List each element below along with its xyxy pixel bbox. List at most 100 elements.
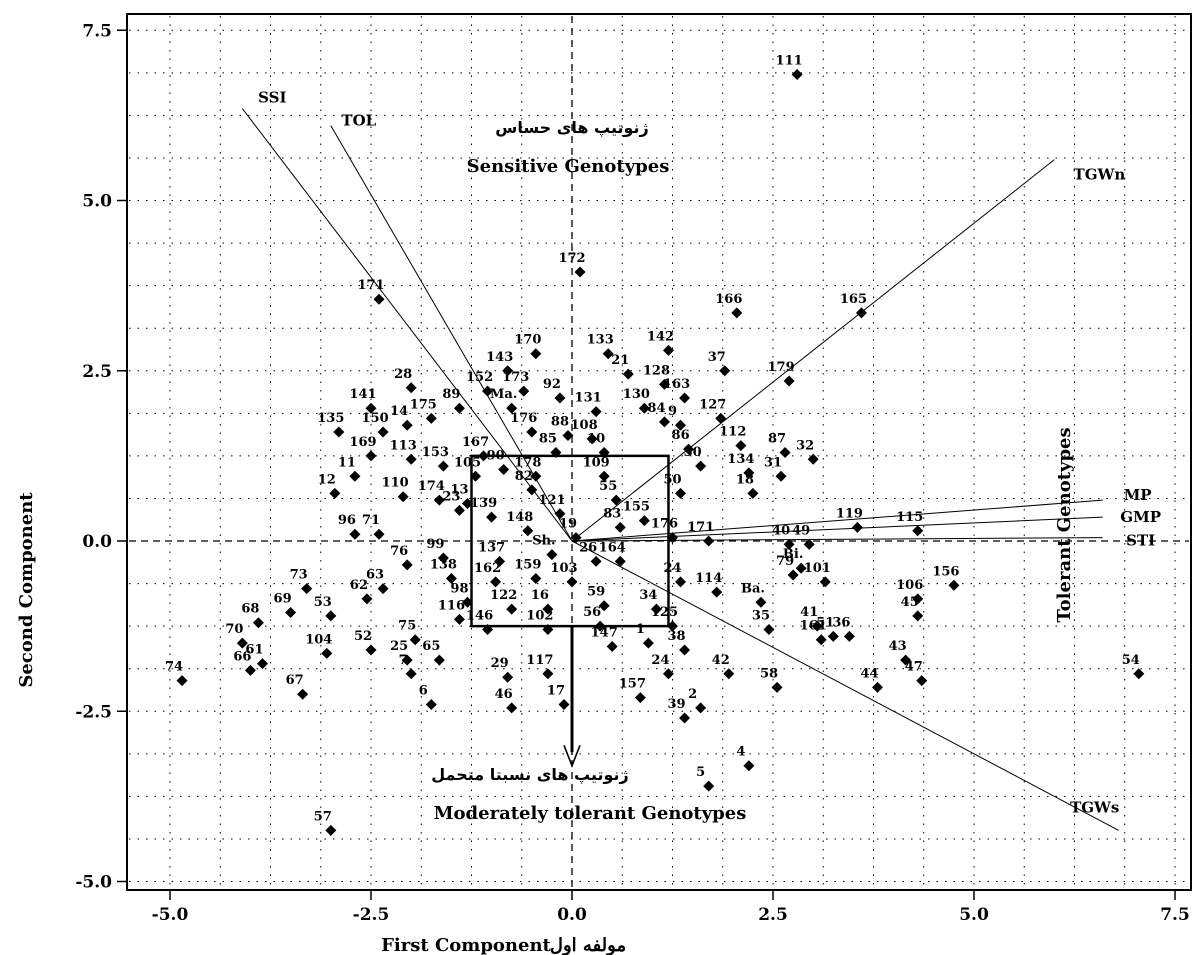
point-label: 53: [314, 595, 332, 610]
point-label: 105: [454, 455, 481, 470]
data-point: [329, 487, 341, 499]
data-point: [437, 460, 449, 472]
data-point: [662, 668, 674, 680]
data-point: [409, 634, 421, 646]
data-point: [554, 392, 566, 404]
point-label: 117: [526, 653, 553, 668]
point-label: 50: [663, 472, 681, 487]
sensitive-label-fa: ژنوتیپ های حساس: [495, 118, 649, 138]
point-label: Bi.: [783, 547, 803, 562]
data-point: [662, 344, 674, 356]
data-point: [453, 402, 465, 414]
point-label: 108: [571, 418, 598, 433]
data-point: [827, 630, 839, 642]
data-point: [815, 634, 827, 646]
point-label: 175: [410, 397, 437, 412]
data-point: [397, 491, 409, 503]
point-label: 58: [760, 666, 778, 681]
point-label: 174: [418, 479, 445, 494]
data-point: [747, 487, 759, 499]
point-label: 171: [687, 520, 714, 535]
point-label: 110: [382, 476, 409, 491]
point-label: 92: [543, 377, 561, 392]
data-point: [675, 576, 687, 588]
x-tick-label: 7.5: [1160, 905, 1190, 925]
point-label: Sh.: [532, 534, 555, 549]
point-label: 67: [286, 673, 304, 688]
point-label: 88: [551, 414, 569, 429]
point-label: 148: [506, 510, 533, 525]
data-point: [638, 402, 650, 414]
vector-label-tgws: TGWs: [1070, 798, 1119, 816]
point-label: 84: [647, 401, 665, 416]
data-point: [948, 579, 960, 591]
point-label: 178: [514, 455, 541, 470]
data-point: [723, 668, 735, 680]
tick-labels: -5.0 -2.5 0.0 2.5 5.0 7.5 7.5 5.0 2.5 0.0 -2.5 -5.0: [75, 21, 1189, 925]
data-point: [598, 470, 610, 482]
data-point: [405, 668, 417, 680]
data-point: [755, 596, 767, 608]
point-label: 146: [466, 609, 493, 624]
moderate-label: Moderately tolerant Genotypes: [434, 803, 747, 824]
data-point: [550, 446, 562, 458]
data-point: [486, 511, 498, 523]
data-point: [453, 504, 465, 516]
data-point: [425, 698, 437, 710]
data-point: [325, 610, 337, 622]
point-label: 169: [349, 435, 376, 450]
data-point: [667, 620, 678, 632]
y-tick-label: 7.5: [82, 21, 112, 41]
point-label: 59: [587, 585, 605, 600]
data-point: [401, 559, 413, 571]
data-point: [638, 515, 650, 527]
data-point: [297, 688, 309, 700]
point-label: 7: [399, 653, 408, 668]
data-point: [811, 620, 823, 632]
data-point: [803, 538, 815, 550]
data-point: [373, 528, 385, 540]
data-point: [437, 552, 449, 564]
point-label: 36: [832, 615, 850, 630]
point-label: 38: [668, 629, 686, 644]
point-label: 26: [579, 540, 597, 555]
point-label: 24: [663, 561, 681, 576]
point-label: 69: [274, 592, 292, 607]
center-rectangle: [470, 454, 670, 628]
point-label: 85: [539, 431, 557, 446]
y-tick-label: 0.0: [82, 532, 112, 552]
data-point: [373, 293, 385, 305]
vector-tol: [330, 125, 573, 542]
point-label: 130: [623, 387, 650, 402]
data-point: [405, 453, 417, 465]
point-label: 163: [663, 377, 690, 392]
data-point: [506, 402, 518, 414]
data-point: [461, 498, 473, 510]
point-label: 40: [772, 523, 790, 538]
point-label: 10: [587, 431, 605, 446]
point-label: 75: [398, 619, 416, 634]
data-point: [735, 440, 747, 452]
point-label: 23: [442, 489, 460, 504]
data-point: [743, 760, 755, 772]
data-point: [675, 487, 687, 499]
data-point: [518, 385, 530, 397]
point-label: 76: [390, 544, 408, 559]
data-point: [365, 450, 377, 462]
point-label: 1: [636, 622, 645, 637]
point-label: 83: [603, 506, 621, 521]
point-label: 176: [651, 517, 678, 532]
point-label: 47: [905, 660, 923, 675]
point-label: 171: [357, 278, 384, 293]
data-point: [819, 576, 831, 588]
data-point: [433, 494, 445, 506]
data-point: [570, 532, 582, 544]
data-point: [256, 658, 268, 670]
point-label: 30: [684, 445, 702, 460]
point-label: 173: [502, 370, 529, 385]
data-point: [530, 348, 542, 360]
point-label: 17: [547, 683, 565, 698]
data-point: [590, 555, 602, 567]
data-point: [244, 664, 256, 676]
sensitive-label: Sensitive Genotypes: [467, 156, 670, 177]
